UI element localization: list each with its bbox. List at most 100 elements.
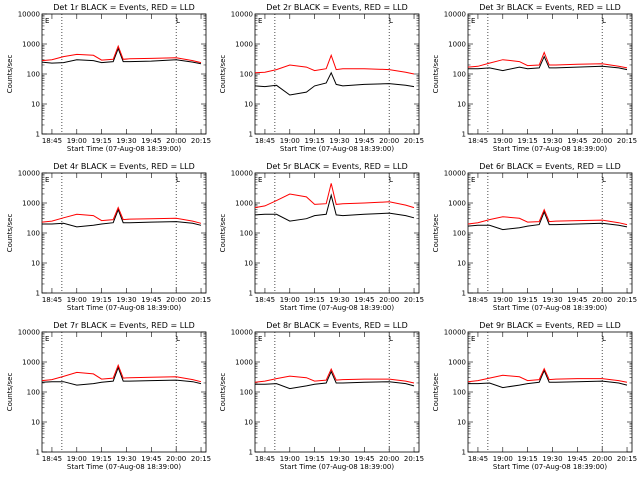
corner-mark-right: L (389, 335, 393, 343)
y-tick-label: 1000 (235, 41, 253, 49)
y-tick-label: 100 (27, 230, 40, 238)
plot-frame (41, 331, 207, 453)
x-tick-label: 19:15 (305, 296, 325, 304)
x-tick-label: 18:45 (468, 137, 488, 145)
series-line-lld (467, 51, 628, 69)
corner-mark-left: E (45, 335, 49, 343)
y-tick-label: 1000 (22, 41, 40, 49)
x-tick-label: 20:15 (191, 137, 211, 145)
y-tick-label: 1000 (448, 200, 466, 208)
x-tick-label: 19:00 (67, 137, 87, 145)
corner-mark-left: E (471, 335, 475, 343)
x-axis-label: Start Time (07-Aug-08 18:39:00) (67, 304, 181, 312)
y-tick-label: 1000 (22, 359, 40, 367)
y-tick-label: 1 (249, 449, 253, 457)
x-axis-label: Start Time (07-Aug-08 18:39:00) (67, 463, 181, 471)
plot-frame (41, 13, 207, 135)
x-tick-label: 20:15 (617, 137, 637, 145)
y-tick-label: 1 (249, 290, 253, 298)
y-axis-label: Counts/sec (6, 373, 14, 412)
plot-frame (467, 331, 633, 453)
x-tick-label: 19:00 (280, 296, 300, 304)
y-tick-label: 10 (244, 260, 253, 268)
series-line-events (255, 370, 415, 390)
corner-mark-right: L (389, 176, 393, 184)
y-tick-label: 10 (31, 260, 40, 268)
y-tick-label: 100 (453, 71, 466, 79)
plot-frame (41, 172, 207, 294)
x-tick-label: 19:00 (280, 137, 300, 145)
x-tick-label: 19:00 (280, 455, 300, 463)
x-tick-label: 20:00 (379, 137, 399, 145)
x-tick-label: 19:15 (92, 455, 112, 463)
y-tick-label: 1000 (448, 359, 466, 367)
y-axis-label: Counts/sec (219, 373, 227, 412)
x-tick-label: 20:00 (379, 296, 399, 304)
corner-mark-right: L (176, 176, 180, 184)
y-tick-label: 10 (457, 419, 466, 427)
x-axis-label: Start Time (07-Aug-08 18:39:00) (67, 145, 181, 153)
x-tick-label: 19:00 (67, 455, 87, 463)
x-tick-label: 19:45 (141, 137, 161, 145)
corner-mark-left: E (258, 17, 262, 25)
corner-mark-left: E (258, 176, 262, 184)
series-line-lld (254, 183, 415, 209)
x-tick-label: 19:30 (116, 296, 136, 304)
y-tick-label: 10000 (231, 11, 253, 19)
series-line-events (254, 193, 415, 222)
x-tick-label: 19:45 (354, 137, 374, 145)
x-tick-label: 20:00 (166, 455, 186, 463)
x-tick-label: 20:00 (166, 296, 186, 304)
panel-det-4: Det 4r BLACK = Events, RED = LLD E L 1 10 100… (6, 162, 211, 312)
panel-det-7: Det 7r BLACK = Events, RED = LLD E L 1 10 100… (6, 321, 211, 471)
x-tick-label: 19:00 (67, 296, 87, 304)
corner-mark-left: E (471, 17, 475, 25)
y-tick-label: 10 (244, 101, 253, 109)
y-tick-label: 100 (240, 230, 253, 238)
x-tick-label: 20:00 (166, 137, 186, 145)
x-tick-label: 20:15 (404, 455, 424, 463)
x-tick-label: 20:15 (191, 455, 211, 463)
series-line-lld (41, 206, 202, 224)
x-axis-label: Start Time (07-Aug-08 18:39:00) (493, 304, 607, 312)
x-tick-label: 19:45 (354, 455, 374, 463)
y-axis-label: Counts/sec (219, 55, 227, 94)
y-tick-label: 10000 (18, 329, 40, 337)
y-tick-label: 10 (457, 101, 466, 109)
y-tick-label: 1000 (448, 41, 466, 49)
y-tick-label: 10 (457, 260, 466, 268)
panel-title: Det 2r BLACK = Events, RED = LLD (266, 3, 408, 12)
x-tick-label: 18:45 (255, 137, 275, 145)
series-line-events (467, 210, 628, 231)
corner-mark-left: E (471, 176, 475, 184)
plot-frame (467, 172, 633, 294)
y-tick-label: 100 (27, 71, 40, 79)
corner-mark-right: L (176, 335, 180, 343)
x-tick-label: 19:30 (116, 137, 136, 145)
x-tick-label: 19:45 (141, 455, 161, 463)
series-line-events (468, 55, 628, 72)
corner-mark-right: L (176, 17, 180, 25)
panel-title: Det 3r BLACK = Events, RED = LLD (479, 3, 621, 12)
x-tick-label: 19:15 (518, 296, 538, 304)
y-tick-label: 10000 (444, 329, 466, 337)
panel-title: Det 9r BLACK = Events, RED = LLD (479, 321, 621, 330)
x-axis-label: Start Time (07-Aug-08 18:39:00) (493, 145, 607, 153)
corner-mark-right: L (602, 335, 606, 343)
series-line-events (41, 47, 202, 65)
y-tick-label: 1 (36, 131, 40, 139)
x-tick-label: 18:45 (255, 455, 275, 463)
x-tick-label: 19:15 (518, 137, 538, 145)
y-tick-label: 10 (31, 101, 40, 109)
x-tick-label: 20:00 (592, 137, 612, 145)
y-tick-label: 1000 (22, 200, 40, 208)
panel-title: Det 5r BLACK = Events, RED = LLD (266, 162, 408, 171)
x-tick-label: 19:15 (92, 137, 112, 145)
x-tick-label: 18:45 (255, 296, 275, 304)
x-tick-label: 19:45 (141, 296, 161, 304)
y-tick-label: 100 (453, 389, 466, 397)
y-tick-label: 1000 (235, 359, 253, 367)
series-line-lld (467, 367, 628, 383)
x-tick-label: 19:30 (542, 296, 562, 304)
